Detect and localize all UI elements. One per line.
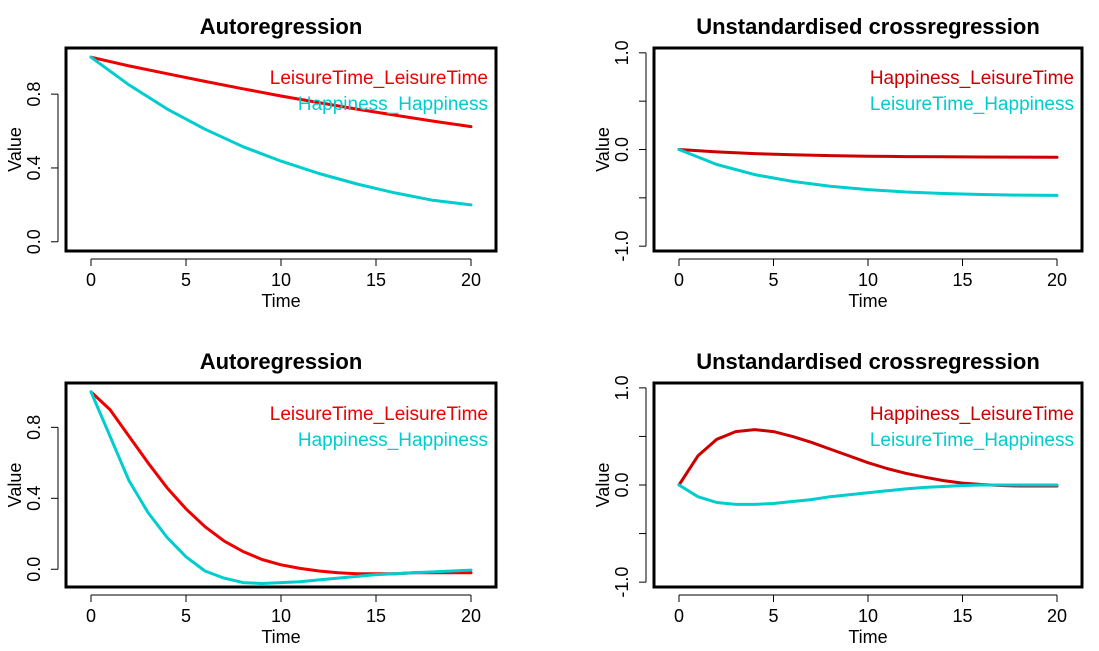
x-tick-label: 20 xyxy=(1047,606,1067,626)
legend-entry: LeisureTime_LeisureTime xyxy=(270,404,488,425)
plot-frame xyxy=(64,46,498,253)
plot-frame xyxy=(64,381,498,589)
y-tick-label: -1.0 xyxy=(612,567,632,598)
x-tick-label: 10 xyxy=(858,606,878,626)
chart-panel-3: Autoregression 0 5 10 15 20 0.0 0.4 0.8 Time Value… xyxy=(5,349,498,647)
chart-title: Autoregression xyxy=(200,14,363,39)
x-axis-label: Time xyxy=(261,627,300,647)
y-tick-label: 0.4 xyxy=(24,155,44,180)
chart-panel-2: Unstandardised crossregression 0 5 10 15 20 -1… xyxy=(593,14,1084,311)
x-tick-label: 5 xyxy=(768,606,778,626)
legend-entry: LeisureTime_Happiness xyxy=(870,94,1074,115)
series-line-1 xyxy=(89,55,473,129)
x-tick-label: 10 xyxy=(271,606,291,626)
legend-entry: Happiness_LeisureTime xyxy=(870,404,1074,425)
y-tick-label: 0.0 xyxy=(24,557,44,582)
x-tick-label: 10 xyxy=(271,270,291,290)
series-line-1 xyxy=(677,148,1059,159)
x-tick-label: 5 xyxy=(181,270,191,290)
y-axis-label: Value xyxy=(593,127,613,172)
x-tick-label: 15 xyxy=(366,606,386,626)
y-axis-label: Value xyxy=(593,463,613,508)
x-tick-label: 0 xyxy=(674,270,684,290)
legend-entry: Happiness_Happiness xyxy=(298,94,488,115)
chart-panel-4: Unstandardised crossregression 0 5 10 15 20 -1… xyxy=(593,349,1084,647)
x-tick-label: 0 xyxy=(86,270,96,290)
x-tick-label: 15 xyxy=(952,270,972,290)
x-tick-label: 0 xyxy=(674,606,684,626)
x-tick-label: 20 xyxy=(461,606,481,626)
x-tick-label: 5 xyxy=(768,270,778,290)
x-tick-label: 20 xyxy=(461,270,481,290)
legend-entry: Happiness_LeisureTime xyxy=(870,68,1074,89)
x-tick-label: 15 xyxy=(952,606,972,626)
y-tick-label: 0.0 xyxy=(612,137,632,162)
series-line-2 xyxy=(677,148,1059,197)
y-tick-label: -1.0 xyxy=(612,231,632,262)
plot-frame xyxy=(652,46,1084,253)
y-tick-label: 1.0 xyxy=(612,375,632,400)
y-tick-label: 0.8 xyxy=(24,82,44,107)
series-line-2 xyxy=(677,483,1059,506)
x-axis-label: Time xyxy=(261,291,300,311)
chart-title: Unstandardised crossregression xyxy=(696,349,1040,374)
x-axis-label: Time xyxy=(848,627,887,647)
x-tick-label: 10 xyxy=(858,270,878,290)
y-axis-label: Value xyxy=(5,127,25,172)
y-axis-label: Value xyxy=(5,463,25,508)
series-line-2 xyxy=(89,55,473,207)
y-tick-label: 0.0 xyxy=(612,472,632,497)
plot-frame xyxy=(652,381,1084,589)
y-tick-label: 0.4 xyxy=(24,486,44,511)
legend-entry: Happiness_Happiness xyxy=(298,430,488,451)
x-tick-label: 5 xyxy=(181,606,191,626)
series-line-2 xyxy=(89,390,473,585)
x-tick-label: 20 xyxy=(1047,270,1067,290)
x-axis-label: Time xyxy=(848,291,887,311)
x-tick-label: 0 xyxy=(86,606,96,626)
chart-panel-1: Autoregression 0 5 10 15 20 0.0 0.4 0.8 Time Value… xyxy=(5,14,498,311)
legend-entry: LeisureTime_LeisureTime xyxy=(270,68,488,89)
y-tick-label: 0.8 xyxy=(24,415,44,440)
chart-title: Autoregression xyxy=(200,349,363,374)
legend-entry: LeisureTime_Happiness xyxy=(870,430,1074,451)
chart-title: Unstandardised crossregression xyxy=(696,14,1040,39)
y-tick-label: 0.0 xyxy=(24,229,44,254)
x-tick-label: 15 xyxy=(366,270,386,290)
y-tick-label: 1.0 xyxy=(612,40,632,65)
